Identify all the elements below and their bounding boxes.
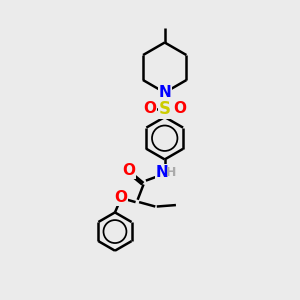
- Text: O: O: [114, 190, 128, 205]
- Text: N: N: [158, 85, 171, 100]
- Text: O: O: [122, 163, 135, 178]
- Text: N: N: [156, 165, 169, 180]
- Text: S: S: [159, 100, 171, 118]
- Text: H: H: [166, 166, 176, 179]
- Text: O: O: [143, 101, 157, 116]
- Text: O: O: [173, 101, 186, 116]
